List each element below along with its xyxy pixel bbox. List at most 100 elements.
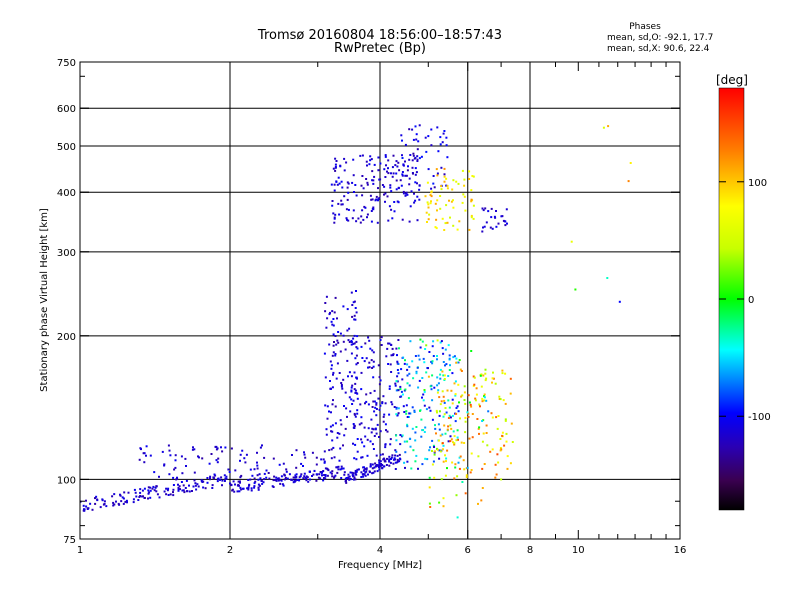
- data-point: [353, 334, 356, 337]
- data-point: [379, 178, 382, 181]
- data-point: [406, 169, 409, 172]
- data-point: [448, 369, 451, 371]
- data-point: [401, 171, 404, 173]
- data-point: [497, 461, 500, 464]
- data-point: [425, 344, 428, 347]
- data-point: [281, 483, 284, 486]
- data-point: [350, 339, 353, 342]
- data-point: [463, 184, 466, 187]
- data-point: [443, 374, 446, 377]
- colorbar-tick-label: 100: [748, 178, 767, 189]
- data-point: [188, 490, 191, 493]
- data-point: [406, 193, 409, 196]
- data-point: [387, 363, 390, 365]
- data-point: [352, 442, 354, 445]
- y-tick-label: 100: [57, 475, 76, 486]
- data-point: [275, 476, 278, 479]
- data-point: [491, 448, 494, 451]
- data-point: [105, 505, 108, 508]
- data-point: [348, 396, 351, 399]
- data-point: [427, 168, 430, 171]
- data-point: [425, 211, 428, 214]
- data-point: [336, 362, 339, 365]
- data-point: [295, 473, 298, 476]
- x-tick-label: 1: [77, 545, 83, 556]
- data-point: [149, 454, 152, 457]
- data-point: [343, 473, 346, 476]
- data-point: [331, 439, 334, 442]
- data-point: [416, 219, 419, 222]
- x-tick-label: 4: [377, 545, 383, 556]
- data-point: [448, 406, 451, 409]
- data-point: [495, 210, 497, 212]
- data-point: [441, 448, 444, 451]
- data-point: [305, 479, 308, 482]
- data-point: [379, 460, 382, 463]
- data-point: [443, 175, 446, 178]
- data-point: [388, 387, 391, 390]
- data-point: [221, 450, 224, 453]
- data-point: [372, 448, 375, 450]
- data-point: [363, 205, 366, 208]
- data-point: [247, 488, 250, 491]
- data-point: [369, 392, 372, 395]
- colorbar-tick-label: -100: [748, 412, 771, 423]
- data-point: [411, 360, 414, 363]
- data-point: [352, 209, 355, 212]
- data-point: [570, 240, 573, 243]
- data-point: [345, 407, 348, 410]
- data-point: [373, 435, 376, 437]
- data-point: [332, 212, 335, 215]
- data-point: [338, 459, 341, 462]
- data-point: [438, 414, 441, 417]
- data-point: [308, 470, 311, 473]
- data-point: [221, 484, 223, 487]
- data-point: [485, 399, 488, 402]
- data-point: [406, 416, 409, 418]
- data-point: [350, 389, 353, 392]
- data-point: [322, 479, 325, 482]
- data-point: [424, 348, 427, 350]
- data-point: [409, 154, 412, 156]
- data-point: [505, 432, 508, 435]
- data-point: [390, 190, 393, 193]
- data-point: [353, 388, 356, 391]
- data-point: [324, 376, 327, 379]
- data-point: [156, 493, 159, 496]
- data-point: [432, 460, 435, 463]
- data-point: [163, 490, 166, 493]
- data-point: [359, 154, 362, 157]
- data-point: [389, 363, 392, 366]
- data-point: [445, 363, 448, 366]
- data-point: [340, 423, 343, 426]
- data-point: [481, 397, 484, 400]
- data-point: [286, 477, 289, 480]
- data-point: [371, 179, 374, 182]
- data-point: [112, 501, 115, 504]
- data-point: [333, 216, 336, 219]
- data-point: [494, 463, 497, 466]
- data-point: [414, 199, 417, 202]
- data-point: [455, 439, 458, 442]
- data-point: [139, 495, 142, 497]
- data-point: [348, 327, 351, 330]
- data-point: [450, 427, 453, 430]
- data-point: [482, 419, 485, 422]
- data-point: [323, 477, 325, 479]
- data-point: [283, 474, 286, 477]
- data-point: [451, 188, 454, 191]
- data-point: [364, 471, 367, 474]
- data-point: [337, 465, 340, 468]
- data-point: [388, 455, 391, 458]
- data-point: [85, 499, 87, 502]
- data-point: [345, 479, 347, 482]
- data-point: [444, 432, 447, 435]
- data-point: [219, 478, 221, 481]
- data-point: [509, 462, 512, 465]
- data-point: [458, 401, 460, 404]
- data-point: [435, 218, 438, 221]
- data-point: [315, 456, 318, 459]
- data-point: [375, 402, 378, 405]
- data-point: [498, 395, 501, 398]
- data-point: [417, 386, 420, 389]
